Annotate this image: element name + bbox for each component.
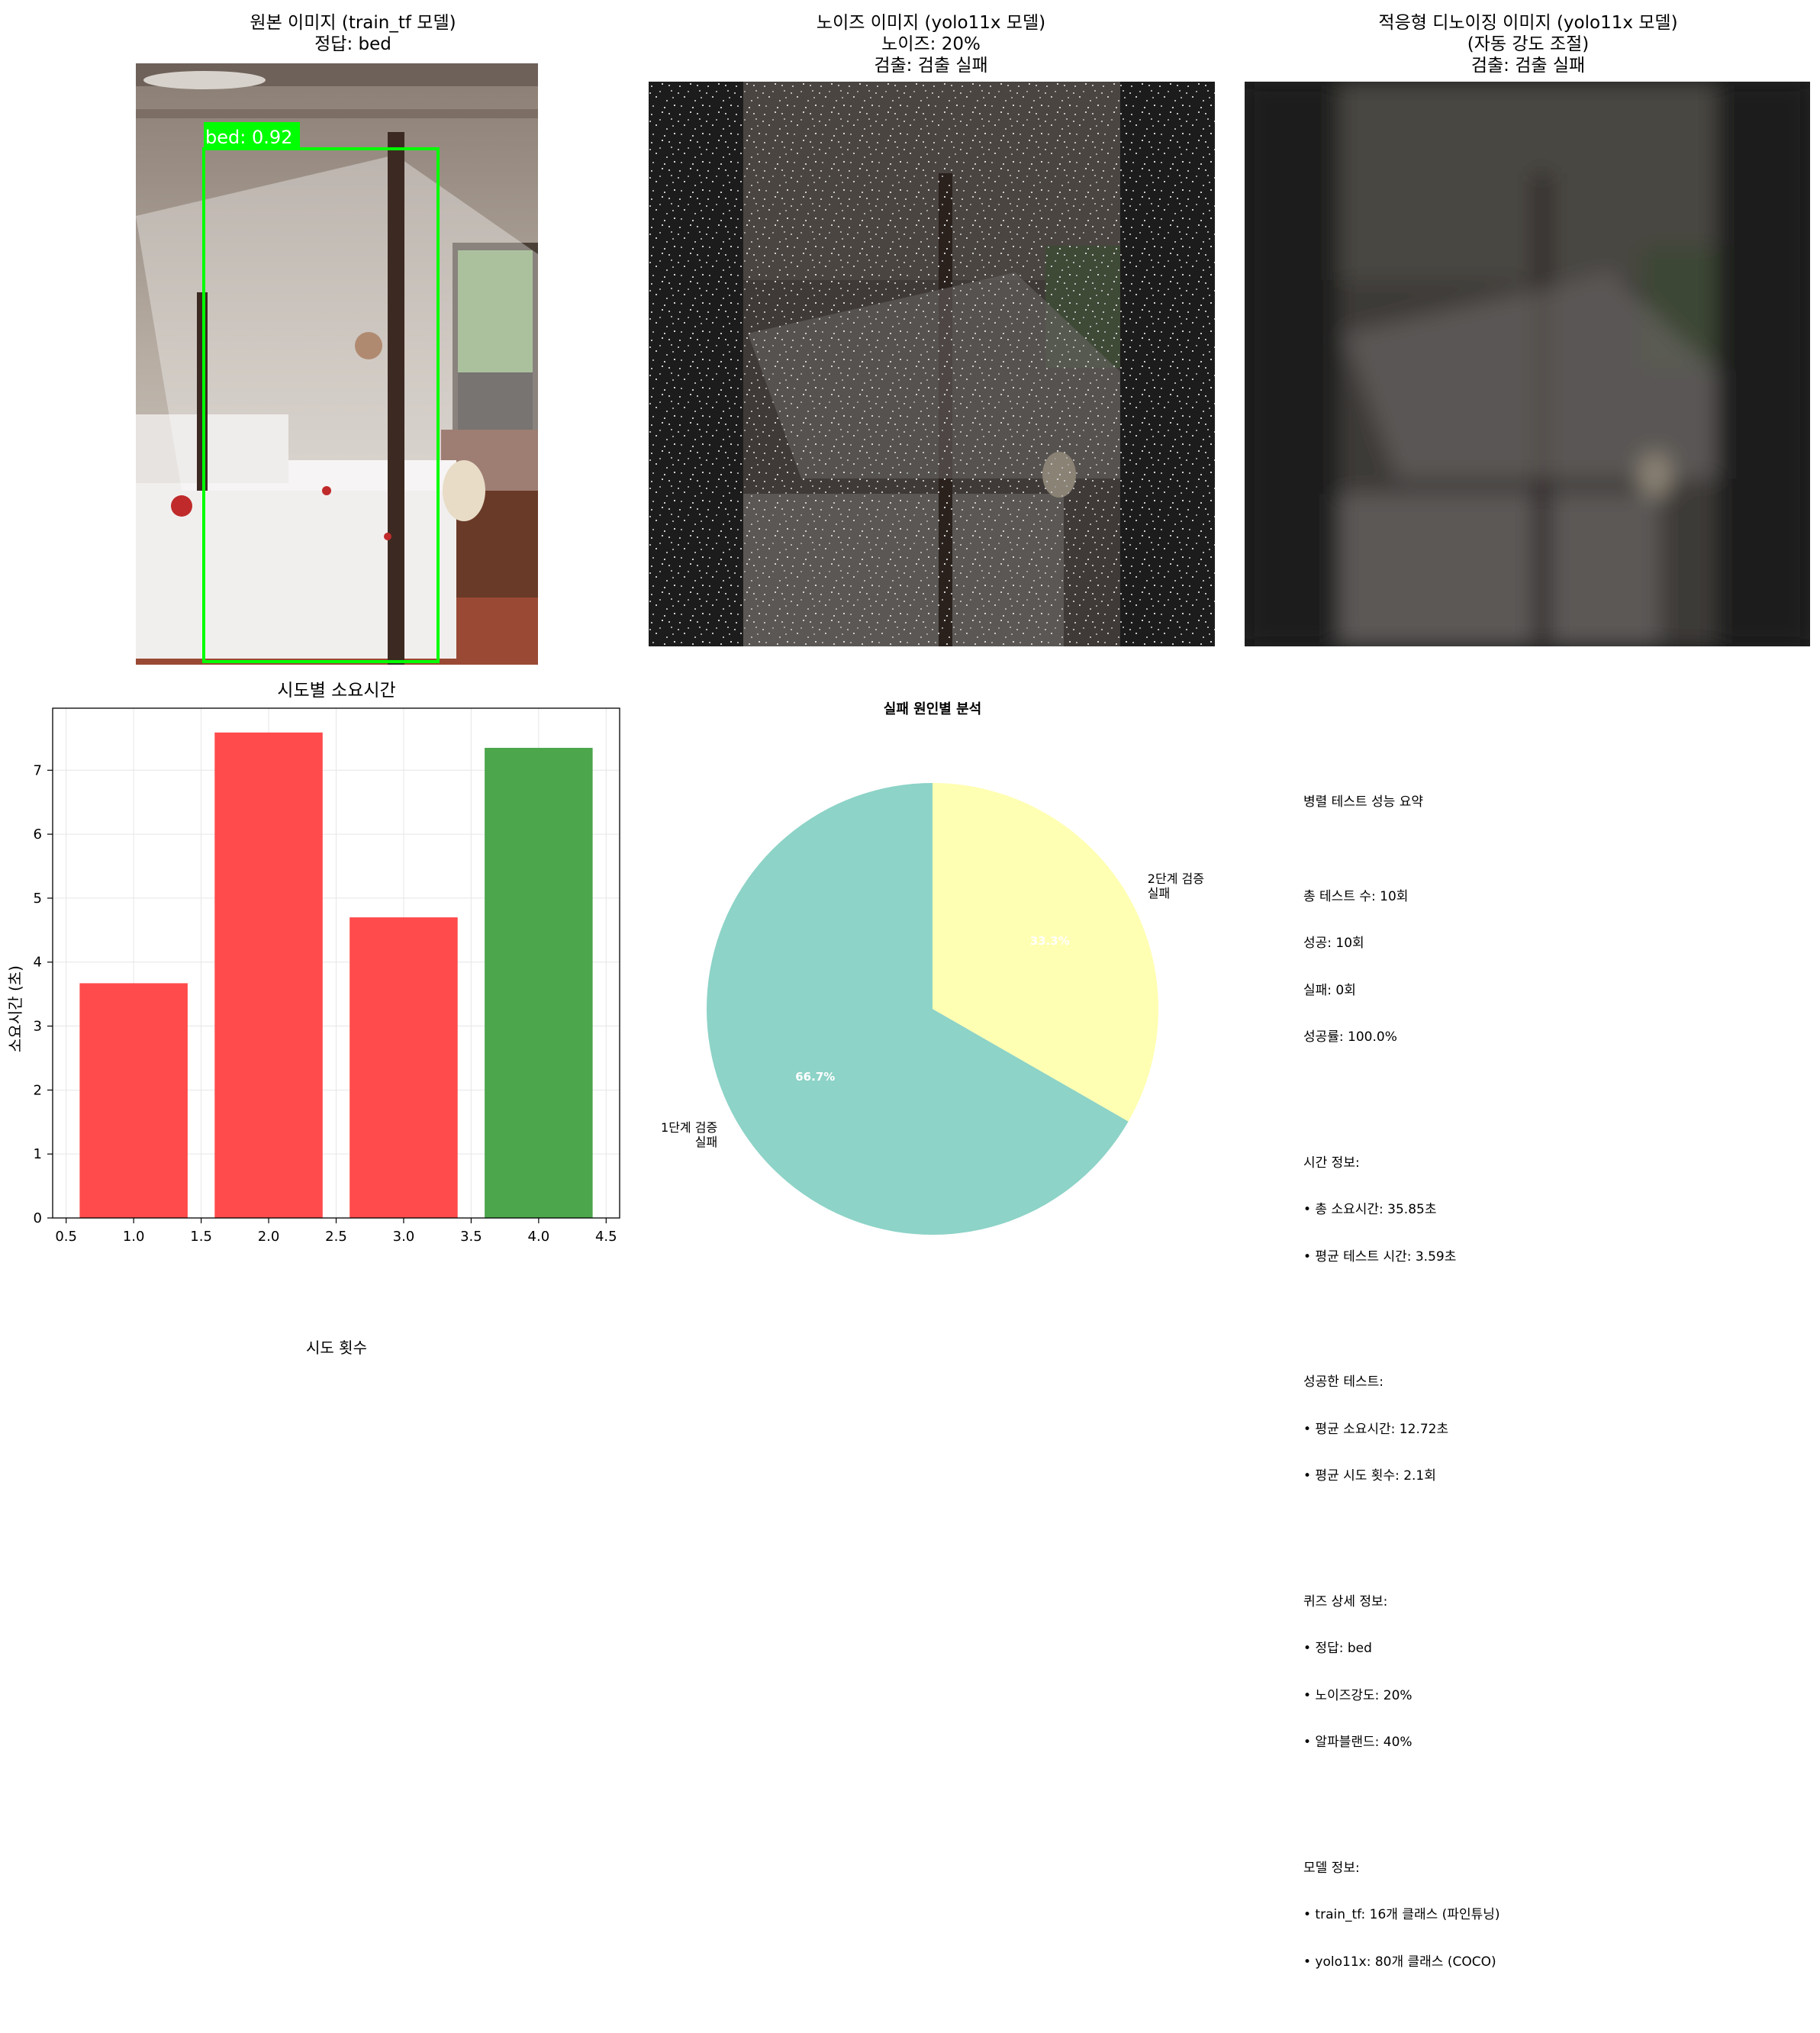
summary-line: 시간 정보: xyxy=(1303,1155,1360,1171)
original-photo: bed: 0.92 xyxy=(136,63,538,665)
summary-line: • 평균 소요시간: 12.72초 xyxy=(1303,1421,1449,1437)
denoised-title-line3: 검출: 검출 실패 xyxy=(1470,56,1586,76)
summary-line: • 평균 시도 횟수: 2.1회 xyxy=(1303,1468,1436,1484)
denoised-title-line1: 적응형 디노이징 이미지 (yolo11x 모델) xyxy=(1378,13,1678,33)
bar-attempt-3 xyxy=(350,917,458,1218)
bar-chart-bars xyxy=(79,732,593,1218)
x-tick-label: 0.5 xyxy=(55,1229,77,1245)
y-tick-label: 3 xyxy=(34,1019,42,1035)
bar-attempt-1 xyxy=(79,983,188,1218)
denoised-image xyxy=(1245,82,1810,646)
noisy-photo xyxy=(649,82,1215,646)
detection-label-bg xyxy=(204,122,300,149)
y-tick-label: 5 xyxy=(34,891,42,907)
summary-line: • 알파블랜드: 40% xyxy=(1303,1735,1413,1750)
noisy-image xyxy=(649,82,1215,646)
original-image: bed: 0.92 xyxy=(136,63,538,665)
pie-chart-title: 실패 원인별 분석 xyxy=(884,701,981,717)
summary-model-info: 모델 정보: • train_tf: 16개 클래스 (파인튜닝) • yolo… xyxy=(1303,1829,1500,2002)
x-tick-label: 2.0 xyxy=(258,1229,280,1245)
summary-line: • 정답: bed xyxy=(1303,1641,1372,1656)
detection-label: bed: 0.92 xyxy=(205,127,292,148)
x-tick-label: 1.5 xyxy=(190,1229,212,1245)
bar-chart-y-label: 소요시간 (초) xyxy=(6,965,24,1052)
summary-success-info: 성공한 테스트: • 평균 소요시간: 12.72초 • 평균 시도 횟수: 2… xyxy=(1303,1343,1500,1516)
detection-box xyxy=(202,147,440,663)
y-tick-label: 7 xyxy=(34,762,42,778)
bar-chart-title: 시도별 소요시간 xyxy=(277,681,395,701)
noisy-title-line2: 노이즈: 20% xyxy=(881,34,981,54)
x-tick-label: 3.0 xyxy=(393,1229,415,1245)
summary-line: 성공한 테스트: xyxy=(1303,1374,1384,1390)
summary-line: • 평균 테스트 시간: 3.59초 xyxy=(1303,1248,1457,1265)
x-tick-label: 2.5 xyxy=(325,1229,347,1245)
noisy-image-title: 노이즈 이미지 (yolo11x 모델) 노이즈: 20% 검출: 검출 실패 xyxy=(649,12,1213,76)
y-tick-label: 6 xyxy=(34,826,42,843)
y-tick-label: 4 xyxy=(34,955,42,971)
summary-line: • train_tf: 16개 클래스 (파인튜닝) xyxy=(1303,1907,1500,1922)
pie-pct-label: 66.7% xyxy=(795,1070,835,1084)
original-image-title: 원본 이미지 (train_tf 모델) 정답: bed xyxy=(137,12,569,55)
summary-line: 모델 정보: xyxy=(1303,1860,1360,1876)
attempt-time-bar-chart: 시도별 소요시간 0.5 1.0 1.5 2.0 2.5 3.0 3.5 4.0 4.5 0 1 2… xyxy=(6,681,620,1357)
pie-category-label: 실패 xyxy=(1148,886,1170,901)
original-title-line2: 정답: bed xyxy=(314,34,391,54)
summary-test-counts: 총 테스트 수: 10회 성공: 10회 실패: 0회 성공률: 100.0% xyxy=(1303,858,1500,1077)
summary-title: 병렬 테스트 성능 요약 xyxy=(1303,794,1423,810)
denoised-image-title: 적응형 디노이징 이미지 (yolo11x 모델) (자동 강도 조절) 검출:… xyxy=(1244,12,1812,76)
denoised-title-line2: (자동 강도 조절) xyxy=(1467,34,1590,54)
y-tick-label: 0 xyxy=(34,1210,42,1226)
pie-slice-stage1 xyxy=(707,783,1129,1235)
summary-line: 총 테스트 수: 10회 xyxy=(1303,888,1409,904)
bar-attempt-2 xyxy=(214,732,323,1218)
bar-attempt-4 xyxy=(485,747,593,1218)
original-title-line1: 원본 이미지 (train_tf 모델) xyxy=(250,13,456,33)
y-tick-label: 2 xyxy=(34,1082,42,1098)
noisy-title-line3: 검출: 검출 실패 xyxy=(874,56,988,76)
summary-line: 성공률: 100.0% xyxy=(1303,1029,1397,1045)
summary-line: • 노이즈강도: 20% xyxy=(1303,1687,1413,1703)
pie-slice-stage2 xyxy=(933,783,1158,1122)
noisy-title-line1: 노이즈 이미지 (yolo11x 모델) xyxy=(816,13,1046,33)
summary-time-info: 시간 정보: • 총 소요시간: 35.85초 • 평균 테스트 시간: 3.5… xyxy=(1303,1124,1500,1297)
pie-category-label: 2단계 검증 xyxy=(1148,872,1204,886)
summary-quiz-info: 퀴즈 상세 정보: • 정답: bed • 노이즈강도: 20% • 알파블랜드… xyxy=(1303,1563,1500,1782)
summary-line: 퀴즈 상세 정보: xyxy=(1303,1593,1388,1609)
pie-category-label: 1단계 검증 xyxy=(661,1120,717,1135)
bar-chart-y-ticks: 0 1 2 3 4 5 6 7 xyxy=(34,762,53,1226)
bar-chart-x-ticks: 0.5 1.0 1.5 2.0 2.5 3.0 3.5 4.0 4.5 xyxy=(55,1218,617,1245)
pie-category-label: 실패 xyxy=(695,1135,717,1149)
x-tick-label: 3.5 xyxy=(460,1229,482,1245)
x-tick-label: 4.5 xyxy=(595,1229,617,1245)
summary-line: • 총 소요시간: 35.85초 xyxy=(1303,1202,1437,1217)
summary-line: 성공: 10회 xyxy=(1303,936,1364,951)
denoised-photo xyxy=(1245,82,1810,646)
performance-summary: 병렬 테스트 성능 요약 총 테스트 수: 10회 성공: 10회 실패: 0회… xyxy=(1303,763,1500,2033)
x-tick-label: 4.0 xyxy=(528,1229,550,1245)
x-tick-label: 1.0 xyxy=(123,1229,145,1245)
bar-chart-x-label: 시도 횟수 xyxy=(306,1339,367,1357)
summary-line: 실패: 0회 xyxy=(1303,982,1356,998)
pie-pct-label: 33.3% xyxy=(1030,934,1070,948)
y-tick-label: 1 xyxy=(34,1146,42,1162)
summary-line: • yolo11x: 80개 클래스 (COCO) xyxy=(1303,1954,1496,1970)
